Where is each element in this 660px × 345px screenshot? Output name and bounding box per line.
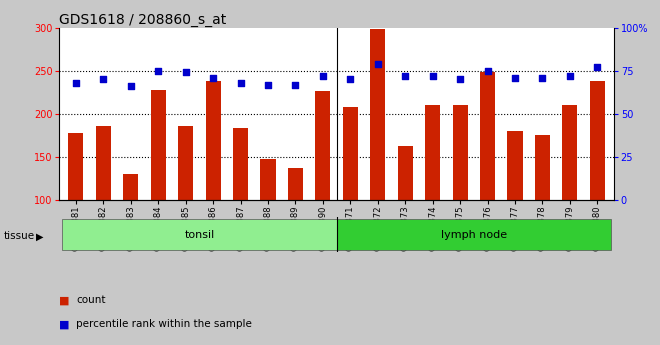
Point xyxy=(455,77,465,82)
Text: ■: ■ xyxy=(59,295,70,305)
Point xyxy=(482,68,493,73)
Text: tissue: tissue xyxy=(3,231,34,241)
Bar xyxy=(96,126,111,200)
Point xyxy=(125,83,136,89)
Bar xyxy=(425,105,440,200)
Bar xyxy=(398,146,412,200)
Bar xyxy=(370,29,385,200)
Point xyxy=(98,77,109,82)
Point xyxy=(208,75,218,80)
Bar xyxy=(590,81,605,200)
Bar xyxy=(453,105,468,200)
Text: ■: ■ xyxy=(59,319,70,329)
Point xyxy=(372,61,383,67)
FancyBboxPatch shape xyxy=(62,219,337,250)
Text: count: count xyxy=(76,295,106,305)
Point xyxy=(180,70,191,75)
Point xyxy=(564,73,575,79)
Bar xyxy=(233,128,248,200)
Point xyxy=(400,73,411,79)
Point xyxy=(537,75,548,80)
Bar xyxy=(178,126,193,200)
Text: percentile rank within the sample: percentile rank within the sample xyxy=(76,319,251,329)
Point xyxy=(290,82,301,87)
Bar xyxy=(535,136,550,200)
Point xyxy=(71,80,81,86)
FancyBboxPatch shape xyxy=(337,219,611,250)
Bar xyxy=(508,131,523,200)
Text: tonsil: tonsil xyxy=(184,230,214,239)
Point xyxy=(317,73,328,79)
Text: lymph node: lymph node xyxy=(441,230,507,239)
Bar xyxy=(562,105,578,200)
Bar xyxy=(288,168,303,200)
Bar xyxy=(69,133,83,200)
Point xyxy=(510,75,520,80)
Point xyxy=(263,82,273,87)
Bar xyxy=(480,72,495,200)
Bar xyxy=(343,107,358,200)
Text: ▶: ▶ xyxy=(36,231,44,241)
Point xyxy=(153,68,164,73)
Point xyxy=(235,80,246,86)
Point xyxy=(592,65,603,70)
Text: GDS1618 / 208860_s_at: GDS1618 / 208860_s_at xyxy=(59,12,226,27)
Bar xyxy=(315,91,331,200)
Point xyxy=(345,77,356,82)
Bar xyxy=(150,90,166,200)
Bar xyxy=(205,81,220,200)
Bar xyxy=(123,174,139,200)
Bar xyxy=(261,159,275,200)
Point xyxy=(428,73,438,79)
